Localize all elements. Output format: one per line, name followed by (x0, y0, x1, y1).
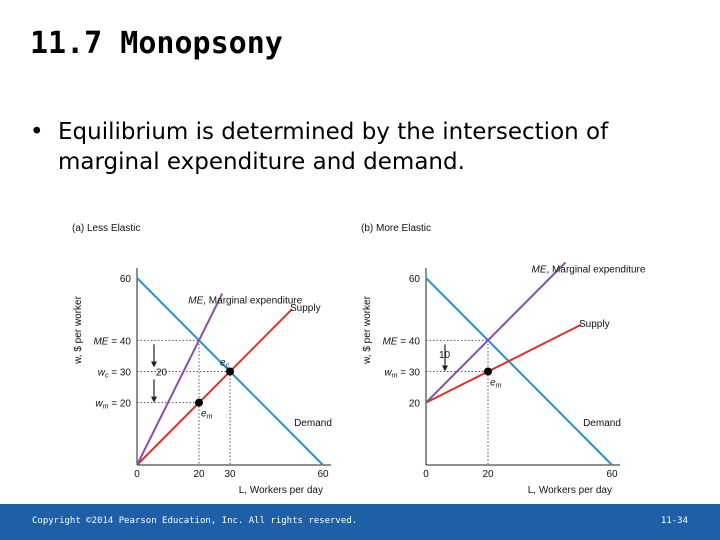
chart-b-line-supply (425, 323, 582, 404)
chart-a-ytick-0: 60 (120, 274, 132, 285)
chart-a-xtick-2: 30 (224, 469, 236, 480)
chart-a-line-me (136, 293, 224, 466)
chart-b-label-supply: Supply (579, 319, 610, 330)
monopsony-charts: (a) Less Elastic w, $ per worker L, Worker… (72, 223, 646, 496)
chart-b-label-me: ME, Marginal expenditure (532, 264, 646, 275)
chart-b-point-em (484, 367, 492, 376)
chart-b-point-label-em: em (490, 378, 502, 390)
page-number: 11-34 (660, 516, 688, 526)
chart-b-annotation-0: 10 (439, 350, 451, 361)
bullet-point: • Equilibrium is determined by the inter… (30, 117, 700, 177)
chart-a-ytick-3: wm = 20 (95, 399, 131, 411)
chart-b-line-demand (425, 277, 613, 466)
chart-a-xtick-0: 0 (134, 469, 140, 480)
chart-a-xtick-1: 20 (193, 469, 205, 480)
chart-a-arrowhead-1 (151, 361, 157, 368)
chart-a-arrowhead-2 (151, 396, 157, 403)
chart-a-point-label-ec: ec (220, 358, 230, 370)
chart-a-title: (a) Less Elastic (72, 223, 140, 234)
chart-a-line-supply (136, 308, 293, 466)
chart-b-ylabel: w, $ per worker (362, 295, 373, 364)
chart-b-ytick-1: ME = 40 (382, 336, 420, 347)
chart-a-ylabel: w, $ per worker (73, 295, 84, 364)
chart-b-xtick-2: 60 (606, 469, 618, 480)
chart-b-label-demand: Demand (583, 418, 621, 429)
slide-title: 11.7 Monopsony (30, 26, 283, 61)
chart-a-label-supply: Supply (290, 303, 321, 314)
footer-bar: Copyright ©2014 Pearson Education, Inc. … (0, 504, 720, 540)
chart-a-ytick-2: wc = 30 (98, 368, 132, 380)
chart-b-xtick-1: 20 (482, 469, 494, 480)
chart-a-point-ec (226, 367, 234, 376)
chart-b-title: (b) More Elastic (361, 223, 431, 234)
chart-a-xlabel: L, Workers per day (239, 485, 323, 496)
chart-a-label-demand: Demand (294, 418, 332, 429)
chart-a-point-em (195, 398, 203, 407)
chart-b-xtick-0: 0 (423, 469, 429, 480)
chart-a-point-label-em: em (201, 409, 213, 421)
chart-a-ytick-1: ME = 40 (93, 336, 131, 347)
chart-b-line-me (425, 261, 567, 404)
chart-b-ytick-3: 20 (409, 399, 421, 410)
chart-a-xtick-3: 60 (317, 469, 329, 480)
chart-a-annotation-0: 20 (156, 368, 168, 379)
bullet-text: Equilibrium is determined by the interse… (58, 119, 609, 175)
chart-b-ytick-2: wm = 30 (384, 368, 420, 380)
chart-a-label-me: ME, Marginal expenditure (188, 296, 302, 307)
chart-b-ytick-0: 60 (409, 274, 421, 285)
chart-b-xlabel: L, Workers per day (528, 485, 612, 496)
bullet-dot-icon: • (30, 119, 44, 145)
copyright-text: Copyright ©2014 Pearson Education, Inc. … (32, 516, 358, 526)
chart-b-arrowhead-1 (442, 365, 448, 372)
